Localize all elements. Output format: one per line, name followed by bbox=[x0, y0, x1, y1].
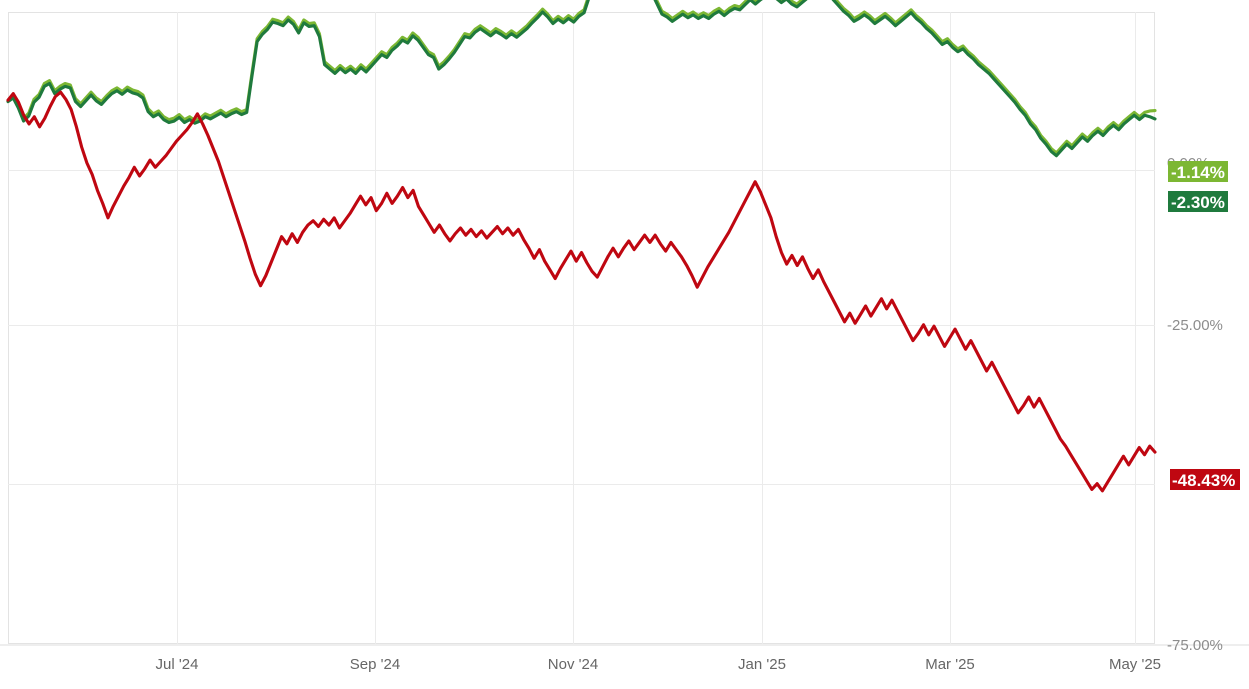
end-label-red-text: -48.43% bbox=[1172, 471, 1235, 490]
vertical-gridlines bbox=[177, 12, 1136, 644]
y-axis-tick-labels: 0.00% -25.00% -75.00% bbox=[1167, 155, 1223, 654]
series-path-dark-green bbox=[6, 0, 1157, 158]
x-axis-tick-labels: Jul '24 Sep '24 Nov '24 Jan '25 Mar '25 … bbox=[156, 656, 1161, 673]
end-label-dark-green[interactable]: -2.30% bbox=[1157, 191, 1228, 212]
end-label-dark-green-shape bbox=[1157, 191, 1228, 212]
x-tick-label-may25: May '25 bbox=[1109, 656, 1161, 673]
end-label-red-shape bbox=[1157, 469, 1240, 490]
end-label-red[interactable]: -48.43% bbox=[1157, 469, 1240, 490]
series-group bbox=[6, 0, 1157, 493]
end-label-dark-green-text: -2.30% bbox=[1171, 193, 1225, 212]
end-label-light-green-shape bbox=[1157, 161, 1228, 182]
x-tick-label-jan25: Jan '25 bbox=[738, 656, 786, 673]
x-tick-label-nov24: Nov '24 bbox=[548, 656, 598, 673]
y-tick-label-2: -75.00% bbox=[1167, 637, 1223, 654]
series-path-red bbox=[6, 90, 1157, 493]
x-tick-label-sep24: Sep '24 bbox=[350, 656, 400, 673]
plot-area-border bbox=[8, 12, 1155, 644]
series-path-light-green bbox=[6, 0, 1157, 155]
x-tick-label-jul24: Jul '24 bbox=[156, 656, 199, 673]
y-tick-label-1: -25.00% bbox=[1167, 317, 1223, 334]
x-tick-label-mar25: Mar '25 bbox=[925, 656, 975, 673]
end-label-light-green[interactable]: -1.14% bbox=[1157, 161, 1228, 182]
horizontal-gridlines bbox=[8, 170, 1155, 485]
end-label-light-green-text: -1.14% bbox=[1171, 163, 1225, 182]
